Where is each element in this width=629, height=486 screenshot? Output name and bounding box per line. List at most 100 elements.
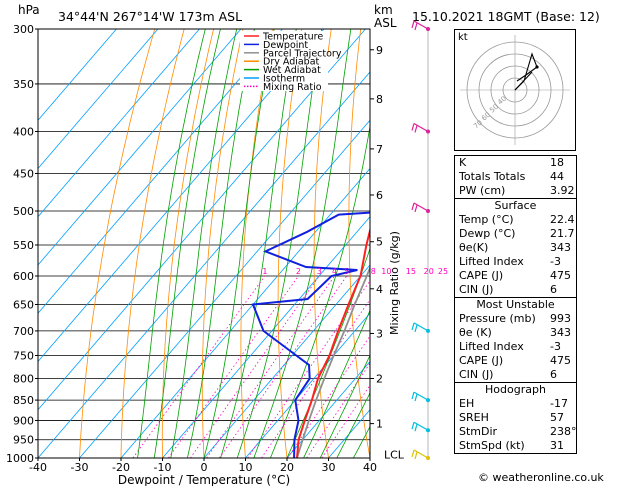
stat-row: Lifted Index -3 — [459, 255, 561, 268]
stat-k: K 18 — [459, 156, 564, 169]
stat-pw: PW (cm) 3.92 — [459, 184, 575, 197]
asl-label: ASL — [374, 16, 397, 30]
pressure-tick-label: 650 — [13, 299, 34, 312]
legend-label: Dry Adiabat — [263, 57, 320, 68]
temp-tick-label: 30 — [322, 461, 336, 474]
pressure-tick-label: 400 — [13, 126, 34, 139]
mixing-ratio-label: 15 — [406, 267, 416, 276]
wet-adiabat — [270, 124, 370, 458]
wet-adiabat — [286, 247, 370, 458]
stat-row: CIN (J) 6 — [459, 368, 557, 381]
stat-row: SREH 57 — [459, 411, 564, 424]
dewpoint-line — [251, 211, 370, 458]
mixing-ratio-label: 2 — [296, 267, 301, 276]
stat-row: Temp (°C) 22.4 — [459, 213, 575, 226]
wet-adiabat — [153, 29, 221, 458]
stat-row: CAPE (J) 475 — [459, 354, 571, 367]
wind-barb — [413, 122, 429, 133]
wet-adiabat — [336, 392, 370, 458]
km-tick-label: 9 — [376, 44, 383, 57]
mixing-ratio-line — [321, 384, 370, 458]
legend-label: Dewpoint — [263, 40, 308, 51]
hodograph-ring-label: 50 — [488, 103, 500, 115]
isotherm — [203, 264, 370, 458]
mixing-ratio-line — [168, 275, 299, 458]
km-tick-label: 8 — [376, 93, 383, 106]
stat-row: StmSpd (kt) 31 — [459, 439, 564, 452]
dry-adiabat — [79, 29, 156, 458]
stat-row: EH -17 — [459, 397, 568, 410]
pressure-tick-label: 550 — [13, 239, 34, 252]
km-tick-label: 4 — [376, 283, 383, 296]
stat-row: CIN (J) 6 — [459, 283, 557, 296]
isotherm — [286, 360, 370, 458]
dry-adiabat — [626, 29, 629, 458]
temp-tick-label: 20 — [280, 461, 294, 474]
dry-adiabat — [348, 29, 370, 458]
wet-adiabat — [203, 29, 275, 458]
hodograph-ring-label: 40 — [496, 95, 508, 107]
mixing-ratio-line — [190, 275, 320, 458]
legend-label: Wet Adiabat — [263, 65, 321, 76]
pressure-tick-label: 750 — [13, 349, 34, 362]
isotherm — [38, 29, 283, 314]
parcel-trajectory-line — [296, 265, 370, 458]
mixing-ratio-label: 10 — [381, 267, 391, 276]
wind-barb — [413, 421, 429, 431]
wind-barb — [413, 449, 429, 459]
pressure-tick-label: 850 — [13, 394, 34, 407]
mixing-ratio-label: 4 — [332, 267, 337, 276]
hodograph-unit-label: kt — [458, 32, 468, 43]
dry-adiabat — [596, 29, 629, 458]
storm-motion-marker — [535, 65, 539, 69]
wet-adiabat — [319, 354, 370, 458]
hodograph-ring-label: 70 — [472, 119, 484, 131]
temp-tick-label: -10 — [154, 461, 172, 474]
temp-tick-label: -20 — [112, 461, 130, 474]
lcl-label: LCL — [384, 448, 405, 461]
mixing-ratio-label: 1 — [262, 267, 267, 276]
hpa-label: hPa — [18, 3, 40, 17]
footer-credit: © weatheronline.co.uk — [478, 471, 604, 484]
pressure-tick-label: 300 — [13, 23, 34, 36]
km-label: km — [374, 3, 393, 17]
dry-adiabat — [415, 29, 453, 458]
km-tick-label: 3 — [376, 327, 383, 340]
stat-row: Lifted Index -3 — [459, 340, 561, 353]
wet-adiabat — [236, 29, 322, 458]
temp-tick-label: -40 — [29, 461, 47, 474]
pressure-tick-label: 950 — [13, 434, 34, 447]
mixing-ratio-label: 3 — [317, 267, 322, 276]
isotherm — [245, 312, 370, 458]
dry-adiabat — [240, 29, 273, 458]
isotherm — [38, 29, 366, 411]
surface-section: Surface Temp (°C) 22.4 Dewp (°C) 21.7 θe(K) 3… — [455, 198, 576, 297]
legend-label: Isotherm — [263, 74, 305, 85]
stat-row: CAPE (J) 475 — [459, 269, 571, 282]
wet-adiabat — [187, 29, 255, 458]
stat-row: Dewp (°C) 21.7 — [459, 227, 575, 240]
legend-label: Mixing Ratio — [263, 82, 322, 93]
isotherm — [38, 29, 325, 363]
km-tick-label: 5 — [376, 236, 383, 249]
wet-adiabat — [253, 29, 352, 458]
stat-row: Pressure (mb) 993 — [459, 312, 571, 325]
temp-tick-label: -30 — [71, 461, 89, 474]
mixing-ratio-label: 25 — [438, 267, 448, 276]
isotherm — [38, 29, 200, 218]
location-title: 34°44'N 267°14'W 173m ASL — [58, 9, 243, 24]
pressure-tick-label: 500 — [13, 205, 34, 218]
wind-barb — [413, 20, 429, 30]
mixing-ratio-line — [261, 299, 370, 458]
isotherm — [38, 29, 242, 266]
km-tick-label: 6 — [376, 189, 383, 202]
stat-row: StmDir 238° — [459, 425, 577, 438]
wind-barb — [413, 391, 429, 401]
mixing-ratio-label: 20 — [424, 267, 434, 276]
pressure-tick-label: 600 — [13, 270, 34, 283]
dry-adiabat — [313, 29, 332, 458]
isotherm — [38, 29, 159, 170]
mixing-ratio-line — [206, 275, 335, 458]
mixing-ratio-line — [132, 275, 266, 458]
isotherm — [38, 71, 370, 458]
